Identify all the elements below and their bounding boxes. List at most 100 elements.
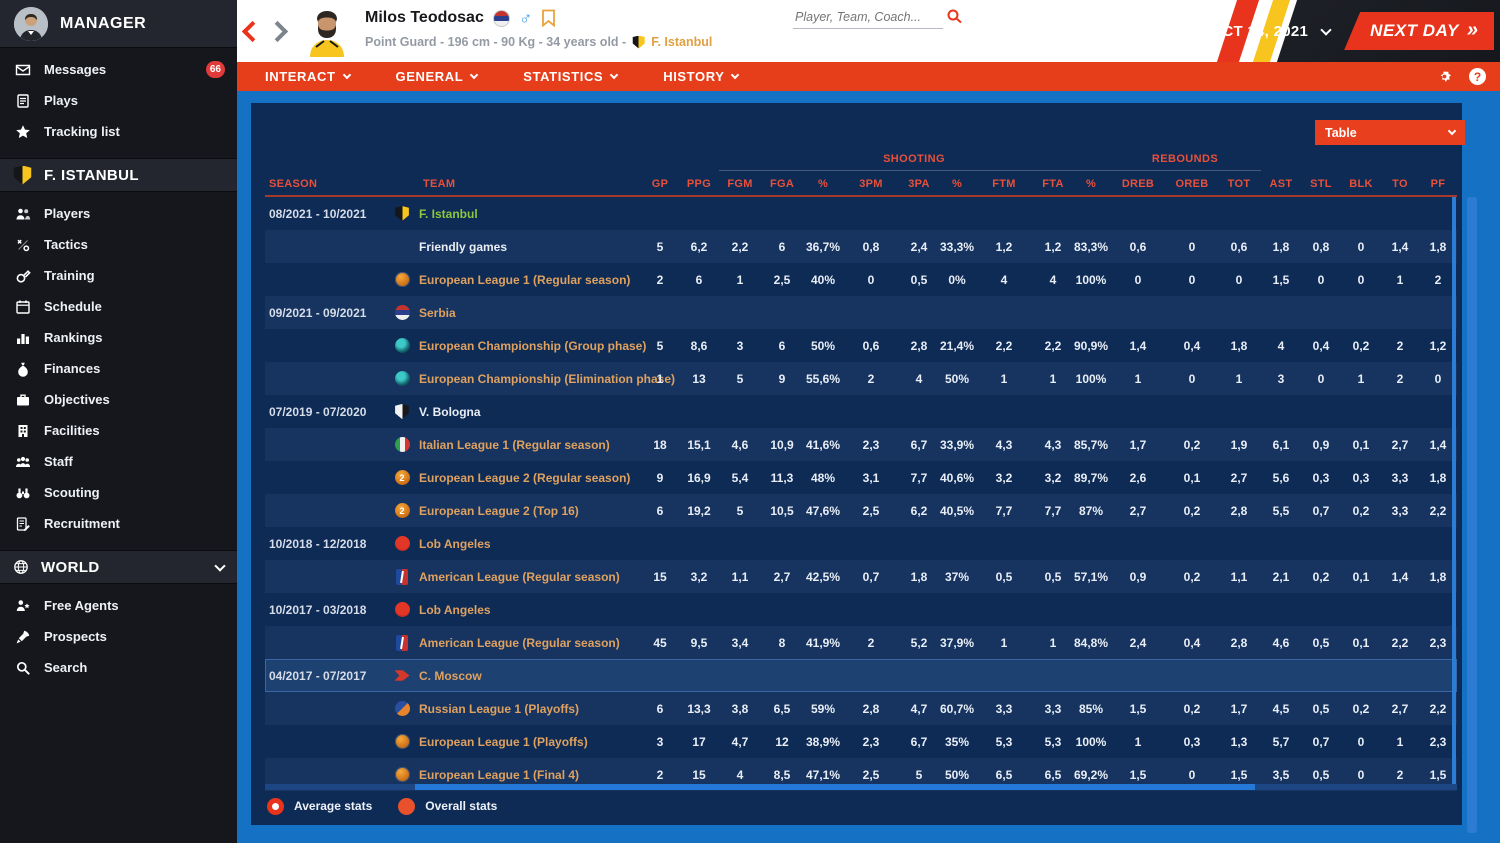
sidebar-section-header-world[interactable]: WORLD (0, 550, 237, 584)
radio-selected-icon[interactable] (267, 797, 284, 815)
sidebar-item-recruitment[interactable]: Recruitment (0, 508, 237, 539)
sidebar-item-objectives[interactable]: Objectives (0, 384, 237, 415)
competition-stats-row[interactable]: European League 2 (Top 16) 6 19,2 5 10,5 47,6… (265, 494, 1457, 527)
column-header-pct[interactable]: % (817, 177, 829, 190)
column-header-gp[interactable]: GP (651, 177, 669, 190)
column-header-oreb[interactable]: OREB (1175, 177, 1209, 190)
competition-stats-row[interactable]: European League 1 (Regular season) 2 6 1 2,5… (265, 263, 1457, 296)
sidebar-item-players[interactable]: Players (0, 198, 237, 229)
help-icon[interactable]: ? (1469, 68, 1486, 85)
column-header-3pa[interactable]: 3PA (908, 177, 930, 190)
search-input[interactable] (793, 6, 943, 29)
competition-stats-row[interactable]: European Championship (Elimination phase… (265, 362, 1457, 395)
competition-stats-row[interactable]: Russian League 1 (Playoffs) 6 13,3 3,8 6,5 59… (265, 692, 1457, 725)
season-row[interactable]: 04/2017 - 07/2017 C. Moscow (265, 659, 1457, 692)
competition-stats-row[interactable]: European Championship (Group phase) 5 8,6 3… (265, 329, 1457, 362)
sidebar-item-tracking-list[interactable]: Tracking list (0, 116, 237, 147)
current-date[interactable]: THURSDAY, OCT 14, 2021 (1118, 22, 1309, 40)
column-header-to[interactable]: TO (1392, 177, 1408, 190)
tab-general[interactable]: GENERAL (396, 69, 479, 84)
sidebar-item-schedule[interactable]: Schedule (0, 291, 237, 322)
season-row[interactable]: 07/2019 - 07/2020 V. Bologna (265, 395, 1457, 428)
competition-stats-row[interactable]: American League (Regular season) 45 9,5 3,4… (265, 626, 1457, 659)
column-header-3pm[interactable]: 3PM (859, 177, 883, 190)
sidebar-item-rankings[interactable]: Rankings (0, 322, 237, 353)
column-header-pct[interactable]: % (1085, 177, 1097, 190)
stat-value: 1,4 (1391, 569, 1409, 584)
column-header-tot[interactable]: TOT (1227, 177, 1251, 190)
unread-count-badge: 66 (205, 61, 225, 78)
season-row[interactable]: 08/2021 - 10/2021 F. Istanbul (265, 197, 1457, 230)
column-header-blk[interactable]: BLK (1349, 177, 1373, 190)
stat-value: 0 (867, 272, 875, 287)
row-icon-cell (385, 338, 419, 353)
bookmark-icon[interactable] (541, 9, 556, 27)
legend-option-overall-stats[interactable]: Overall stats (398, 797, 497, 815)
competition-stats-row[interactable]: American League (Regular season) 15 3,2 1,1… (265, 560, 1457, 593)
sidebar-item-training[interactable]: Training (0, 260, 237, 291)
column-header-fga[interactable]: FGA (769, 177, 795, 190)
column-header-stl[interactable]: STL (1310, 177, 1332, 190)
table-horizontal-scrollbar-track[interactable] (265, 784, 1457, 790)
sidebar-item-search[interactable]: Search (0, 652, 237, 683)
page-vertical-scrollbar[interactable] (1467, 197, 1477, 833)
column-header-fgm[interactable]: FGM (727, 177, 753, 190)
settings-icon[interactable] (1436, 68, 1453, 85)
competition-stats-row[interactable]: European League 1 (Playoffs) 3 17 4,7 12 38,9… (265, 725, 1457, 758)
sidebar-item-tactics[interactable]: Tactics (0, 229, 237, 260)
search-icon[interactable] (946, 8, 963, 25)
sidebar-manager-header[interactable]: MANAGER (0, 0, 237, 48)
table-vertical-scrollbar[interactable] (1452, 197, 1456, 784)
sidebar-item-finances[interactable]: Finances (0, 353, 237, 384)
radio-unselected-icon[interactable] (398, 797, 416, 815)
objectives-icon (15, 392, 31, 408)
sidebar-section-header-f-istanbul[interactable]: F. ISTANBUL (0, 158, 237, 192)
column-header-pf[interactable]: PF (1430, 177, 1446, 190)
sidebar-item-staff[interactable]: Staff (0, 446, 237, 477)
competition-name: American League (Regular season) (419, 569, 620, 584)
cmoscow-badge (394, 670, 410, 681)
back-arrow-icon[interactable] (241, 20, 264, 42)
tab-history[interactable]: HISTORY (663, 69, 740, 84)
sidebar-item-plays[interactable]: Plays (0, 85, 237, 116)
row-icon-cell (385, 568, 419, 585)
competition-stats-row[interactable]: Italian League 1 (Regular season) 18 15,1 4… (265, 428, 1457, 461)
season-row[interactable]: 09/2021 - 09/2021 Serbia (265, 296, 1457, 329)
column-header-ftm[interactable]: FTM (992, 177, 1016, 190)
forward-arrow-icon[interactable] (266, 20, 289, 42)
sidebar-item-label: Rankings (44, 330, 103, 345)
tab-statistics[interactable]: STATISTICS (523, 69, 619, 84)
view-mode-dropdown[interactable]: Table (1315, 120, 1465, 145)
column-header-ppg[interactable]: PPG (686, 177, 712, 190)
sidebar-item-messages[interactable]: Messages 66 (0, 54, 237, 85)
stat-value: 5,3 (1044, 734, 1062, 749)
column-header-dreb[interactable]: DREB (1121, 177, 1155, 190)
player-team-link[interactable]: F. Istanbul (651, 35, 713, 49)
sidebar-item-prospects[interactable]: Prospects (0, 621, 237, 652)
stat-value: 1,8 (1230, 338, 1248, 353)
competition-stats-row[interactable]: Friendly games 5 6,2 2,2 6 36,7% 0,8 2,4 33,3% 1,… (265, 230, 1457, 263)
column-header-pct[interactable]: % (951, 177, 963, 190)
stat-value: 6,7 (910, 734, 928, 749)
column-header-team[interactable]: TEAM (423, 177, 456, 190)
stat-value: 3 (656, 734, 664, 749)
sidebar-item-facilities[interactable]: Facilities (0, 415, 237, 446)
column-header-season[interactable]: SEASON (269, 177, 318, 190)
next-day-button[interactable]: NEXT DAY » (1344, 12, 1494, 50)
column-header-ast[interactable]: AST (1269, 177, 1293, 190)
tab-interact[interactable]: INTERACT (265, 69, 351, 84)
sidebar-item-scouting[interactable]: Scouting (0, 477, 237, 508)
season-row[interactable]: 10/2017 - 03/2018 Lob Angeles (265, 593, 1457, 626)
column-header-fta[interactable]: FTA (1042, 177, 1064, 190)
stat-value: 0 (1317, 272, 1325, 287)
legend-option-average-stats[interactable]: Average stats (267, 797, 372, 815)
season-row[interactable]: 10/2018 - 12/2018 Lob Angeles (265, 527, 1457, 560)
table-horizontal-scrollbar-thumb[interactable] (415, 784, 1255, 790)
chevron-down-icon (609, 70, 619, 79)
sidebar-item-free-agents[interactable]: Free Agents (0, 590, 237, 621)
al-icon (396, 568, 408, 585)
stats-legend: Average stats Overall stats (267, 793, 497, 819)
date-chevron-down-icon[interactable] (1320, 23, 1332, 36)
competition-stats-row[interactable]: European League 2 (Regular season) 9 16,9 5… (265, 461, 1457, 494)
stat-value: 47,1% (805, 767, 841, 782)
